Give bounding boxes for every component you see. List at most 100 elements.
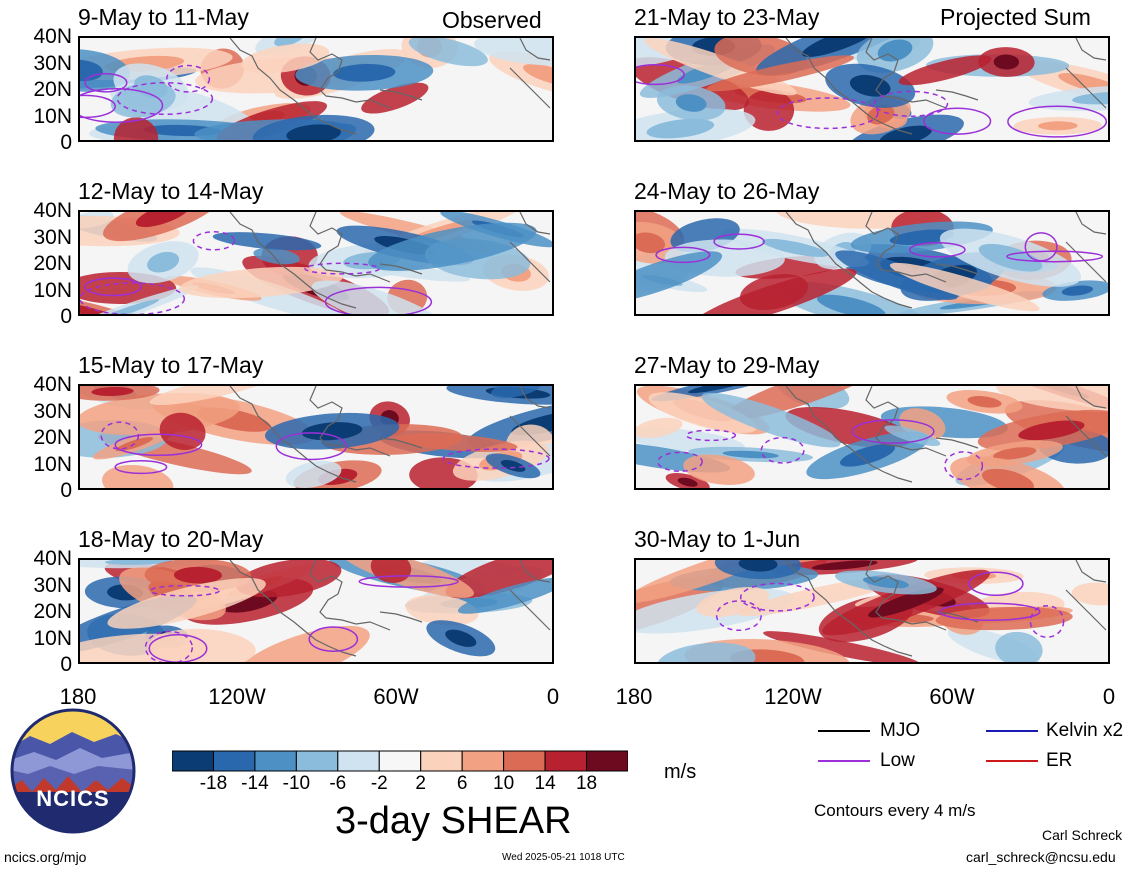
low-contour <box>442 448 550 469</box>
y-tick-label: 20N <box>33 426 72 449</box>
positive-shear-area <box>996 386 1108 412</box>
low-contour <box>308 626 359 652</box>
y-tick-label: 40N <box>33 547 72 570</box>
positive-shear-area <box>395 433 518 452</box>
panel-title: 21-May to 23-May <box>634 4 820 30</box>
coastline <box>935 263 979 275</box>
negative-shear-area <box>253 247 300 265</box>
map-panel <box>634 384 1110 490</box>
coastline <box>379 611 423 623</box>
negative-shear-area <box>368 222 537 271</box>
low-contour <box>149 584 220 597</box>
low-contour <box>923 107 992 135</box>
positive-shear-core <box>135 212 190 228</box>
coastline <box>229 386 357 483</box>
negative-shear-core <box>978 243 1043 272</box>
negative-shear-core <box>147 251 180 273</box>
low-contour <box>908 241 966 258</box>
y-tick-label: 10N <box>33 278 72 302</box>
negative-shear-core <box>761 238 829 257</box>
low-contour <box>1029 605 1065 638</box>
colorbar-tick-label: -10 <box>282 773 311 794</box>
negative-shear-area <box>636 251 723 303</box>
projected-tag: Projected Sum <box>940 4 1091 30</box>
y-tick-label: 20N <box>33 78 72 101</box>
colorbar-swatch <box>503 750 546 772</box>
low-contour <box>939 602 1041 621</box>
map-panel <box>634 558 1110 664</box>
x-tick-label: 180 <box>615 684 653 709</box>
y-tick-label: 30N <box>33 573 72 597</box>
x-tick-label: 0 <box>1102 684 1116 709</box>
negative-shear-core <box>646 118 715 139</box>
shear-map <box>636 212 1108 314</box>
low-contour <box>275 432 348 461</box>
negative-shear-core <box>94 299 160 314</box>
negative-shear-core <box>877 39 913 62</box>
positive-shear-area <box>149 386 285 406</box>
coastline <box>379 437 423 449</box>
negative-shear-area <box>884 425 941 446</box>
negative-shear-core <box>104 560 173 565</box>
positive-shear-area <box>743 89 795 131</box>
colorbar-swatch <box>295 750 339 772</box>
colorbar-swatch <box>172 750 214 772</box>
legend-label: Kelvin x2 <box>1046 720 1124 741</box>
timestamp: Wed 2025-05-21 1018 UTC <box>502 852 625 863</box>
low-contour <box>148 634 208 662</box>
negative-shear-area <box>285 460 342 488</box>
y-tick-label: 10N <box>33 626 72 650</box>
coastline <box>1065 241 1107 283</box>
coastline <box>355 99 391 109</box>
colorbar-tick-label: -18 <box>199 773 228 794</box>
coastline <box>1075 560 1107 583</box>
y-tick-label: 0 <box>60 653 72 676</box>
site-link[interactable]: ncics.org/mjo <box>4 849 87 865</box>
colorbar-swatch <box>461 750 505 772</box>
x-tick-label: 120W <box>764 684 822 709</box>
positive-shear-area <box>1071 582 1108 606</box>
coastline <box>1075 212 1107 235</box>
positive-shear-area <box>361 82 429 114</box>
low-contour <box>84 277 142 297</box>
map-panel <box>634 210 1110 316</box>
negative-shear-area <box>701 392 841 448</box>
map-panel <box>78 384 554 490</box>
negative-shear-area <box>995 631 1043 662</box>
positive-shear-area <box>107 578 266 629</box>
colorbar-swatch <box>378 750 422 772</box>
positive-shear-core <box>677 477 698 487</box>
low-contour <box>1007 105 1108 138</box>
shear-map <box>80 38 552 140</box>
coastline <box>519 560 551 583</box>
colorbar <box>172 750 628 772</box>
coastline <box>355 273 391 283</box>
coastline <box>911 621 947 631</box>
negative-shear-core <box>879 125 932 140</box>
legend-label: ER <box>1046 750 1073 771</box>
negative-shear-core <box>500 459 526 472</box>
low-contour <box>851 419 935 444</box>
panel-title: 27-May to 29-May <box>634 352 820 378</box>
coastline <box>519 212 551 235</box>
observed-tag: Observed <box>442 7 542 33</box>
positive-shear-area <box>241 43 330 74</box>
positive-shear-core <box>1058 73 1108 96</box>
panel-title: 12-May to 14-May <box>78 178 264 204</box>
positive-shear-core <box>867 105 895 125</box>
y-tick-label: 10N <box>33 452 72 476</box>
coastline <box>1065 67 1107 109</box>
low-contour <box>116 81 214 116</box>
negative-shear-area <box>474 38 552 66</box>
shear-map <box>80 386 552 488</box>
low-contour <box>144 630 194 662</box>
low-contour <box>166 64 211 93</box>
y-tick-label: 20N <box>33 252 72 275</box>
positive-shear-area <box>706 55 855 92</box>
colorbar-swatch <box>337 750 380 772</box>
coastline <box>865 560 913 625</box>
coastline <box>309 386 357 451</box>
positive-shear-area <box>159 412 206 451</box>
coastline <box>865 212 913 277</box>
negative-shear-core <box>688 386 748 394</box>
